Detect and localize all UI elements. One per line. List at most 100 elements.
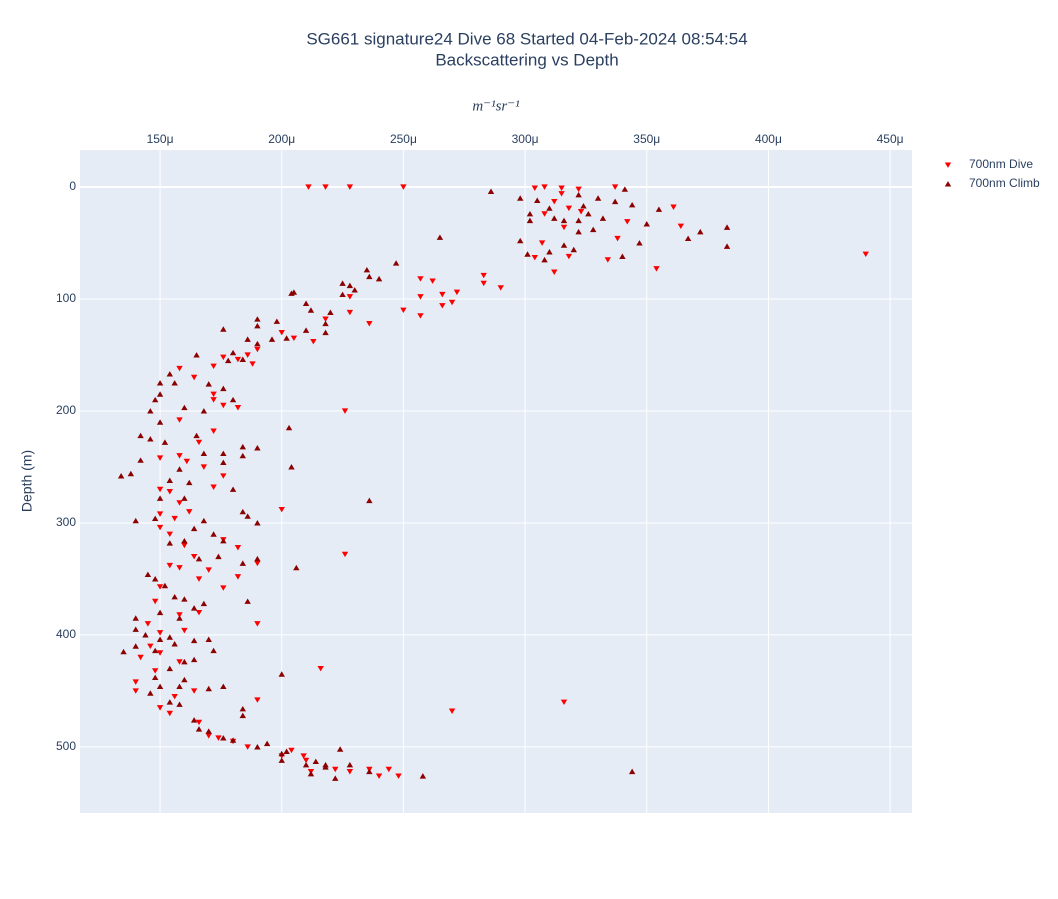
data-point (156, 511, 164, 517)
data-point (531, 254, 539, 261)
data-point (132, 517, 139, 524)
data-point (210, 647, 217, 654)
data-point (290, 289, 298, 295)
data-point (220, 385, 227, 392)
data-point (210, 391, 217, 398)
data-point (322, 764, 329, 770)
data-point (594, 195, 602, 201)
data-point (278, 506, 285, 513)
data-point (176, 453, 183, 459)
data-point (448, 708, 456, 714)
data-point (151, 515, 159, 522)
data-point (453, 289, 461, 296)
data-point (161, 439, 169, 445)
y-tick-label: 200 (56, 403, 76, 417)
data-point (575, 217, 582, 224)
data-point (575, 191, 582, 198)
data-point (215, 553, 222, 560)
data-point (229, 349, 237, 356)
data-point (171, 515, 178, 522)
data-point (181, 404, 188, 411)
data-point (156, 495, 164, 501)
data-point (487, 188, 495, 194)
data-point (193, 352, 200, 358)
legend-label: 700nm Dive (969, 157, 1033, 171)
data-point (400, 307, 407, 314)
data-point (234, 356, 242, 363)
data-point (392, 260, 400, 266)
data-point (541, 211, 548, 217)
data-point (117, 473, 125, 479)
data-point (558, 185, 565, 191)
data-point (310, 338, 317, 345)
data-point (234, 545, 242, 551)
data-point (385, 766, 393, 773)
data-point (339, 280, 346, 286)
data-point (195, 576, 203, 582)
data-point (195, 719, 203, 726)
data-point (137, 432, 144, 439)
data-point (190, 637, 198, 644)
legend-marker (944, 162, 952, 168)
data-point (322, 320, 329, 327)
data-point (628, 201, 636, 208)
data-point (560, 242, 568, 248)
data-point (186, 479, 193, 486)
data-point (332, 766, 339, 773)
data-point (166, 710, 173, 717)
data-point (366, 321, 373, 327)
data-point (205, 685, 212, 692)
data-point (166, 562, 173, 569)
data-point (200, 450, 208, 457)
data-point (263, 740, 271, 747)
data-point (181, 495, 188, 501)
data-point (339, 291, 346, 298)
data-point (585, 210, 592, 217)
data-point (220, 354, 227, 361)
data-point (220, 459, 227, 466)
data-point (220, 450, 227, 457)
data-point (151, 647, 159, 654)
data-point (534, 197, 541, 203)
data-point (144, 571, 152, 578)
data-point (156, 524, 164, 531)
data-point (239, 560, 246, 566)
data-point (156, 486, 164, 493)
data-point (195, 439, 203, 446)
data-point (558, 191, 565, 197)
data-point (611, 198, 619, 205)
data-point (220, 402, 227, 409)
data-point (132, 626, 139, 632)
data-point (156, 630, 164, 636)
data-point (254, 316, 261, 322)
data-point (205, 733, 212, 739)
data-point (254, 621, 261, 627)
data-point (346, 294, 354, 300)
data-point (181, 676, 188, 683)
x-tick-label: 250μ (390, 132, 417, 146)
data-point (636, 240, 643, 246)
data-point (181, 596, 188, 602)
data-point (480, 280, 487, 287)
x-tick-label: 200μ (268, 132, 295, 146)
data-point (176, 612, 183, 618)
data-point (619, 253, 626, 259)
data-point (239, 705, 246, 712)
data-point (283, 335, 290, 341)
data-point (346, 769, 354, 775)
data-point (234, 574, 242, 580)
data-point (166, 699, 173, 705)
data-point (220, 735, 227, 741)
data-point (151, 674, 159, 681)
data-point (307, 307, 315, 313)
data-point (181, 542, 188, 549)
data-point (176, 365, 183, 372)
data-point (575, 186, 582, 193)
data-point (577, 209, 585, 215)
data-point (156, 683, 164, 690)
data-point (565, 253, 573, 260)
data-point (327, 309, 334, 315)
data-point (560, 699, 568, 706)
data-point (239, 443, 246, 450)
data-point (156, 391, 164, 397)
